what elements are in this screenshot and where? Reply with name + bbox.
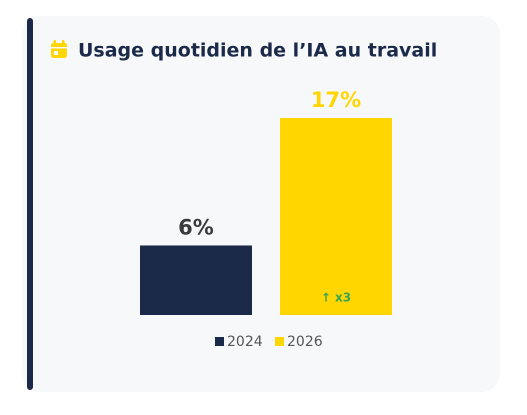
value-label: 6% [178,215,214,239]
legend-swatch [215,337,224,346]
accent-bar [27,18,33,390]
legend-swatch [275,337,284,346]
bar [280,118,392,315]
bar [140,245,252,315]
legend-label: 2024 [227,334,263,350]
calendar-icon [51,40,67,58]
legend-label: 2026 [287,334,323,350]
value-label: 17% [311,88,361,112]
annotation: ↑ x3 [321,291,351,305]
chart-title: Usage quotidien de l’IA au travail [78,40,437,62]
